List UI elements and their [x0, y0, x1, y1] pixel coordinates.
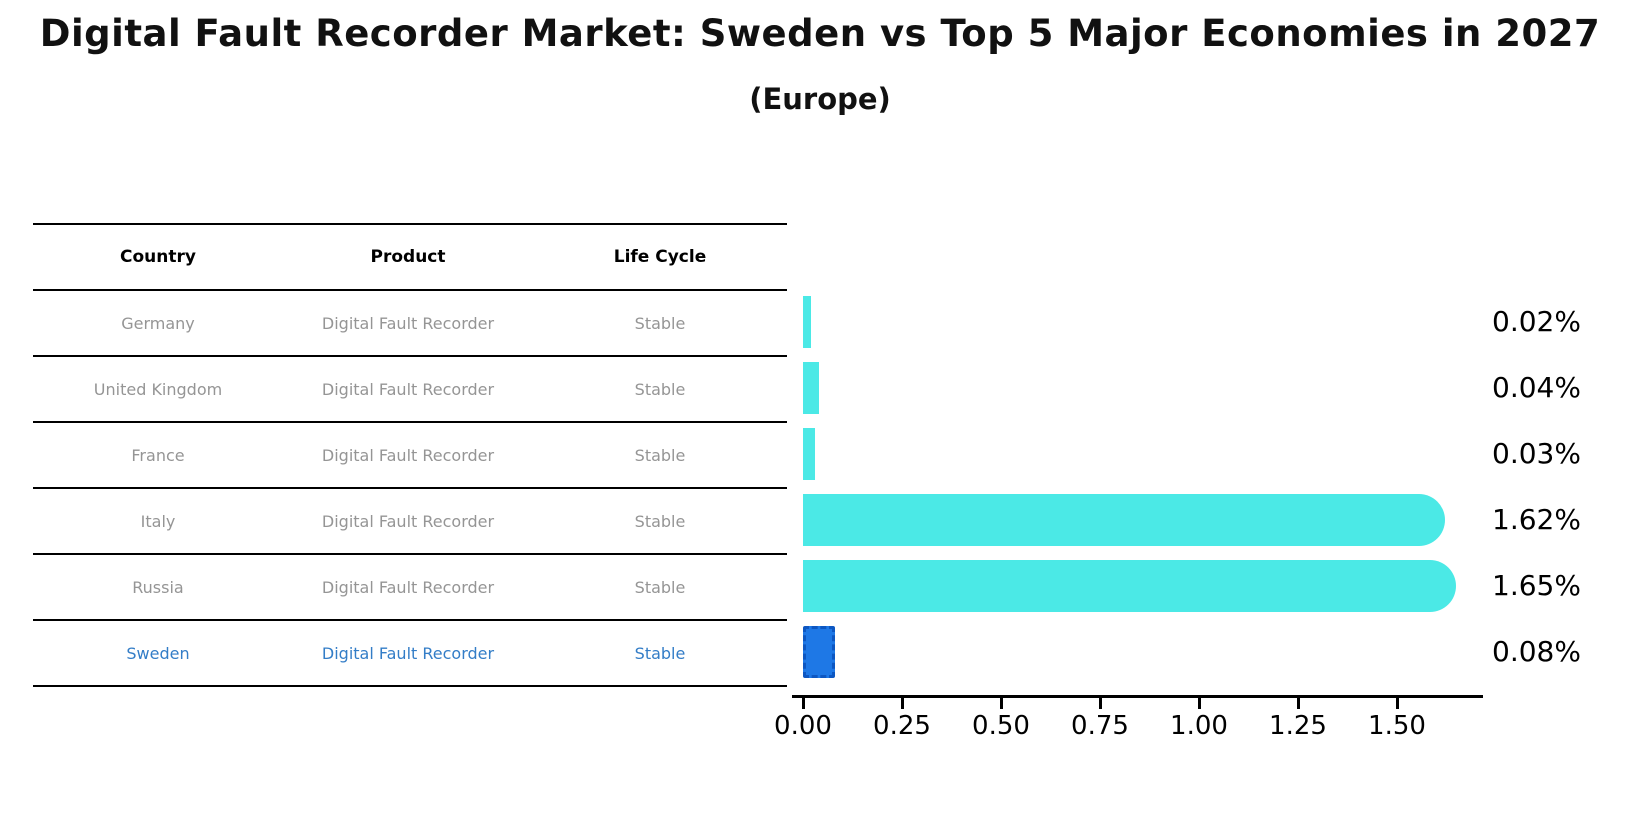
cell-product: Digital Fault Recorder: [321, 643, 495, 663]
bar-sweden: [803, 626, 835, 678]
cell-country: France: [131, 445, 185, 465]
table-row-russia: Russia Digital Fault Recorder Stable: [33, 553, 787, 619]
cell-country: United Kingdom: [93, 379, 223, 399]
x-axis-line: [792, 695, 1483, 698]
cell-product: Digital Fault Recorder: [321, 379, 495, 399]
x-axis-tick: [801, 698, 805, 709]
bar-russia: [803, 560, 1457, 612]
cell-life-cycle: Stable: [634, 445, 686, 465]
chart-title: Digital Fault Recorder Market: Sweden vs…: [39, 12, 1601, 55]
value-label-sweden: 0.08%: [1492, 635, 1581, 668]
x-axis-tick-label: 0.50: [972, 711, 1030, 741]
cell-product: Digital Fault Recorder: [321, 511, 495, 531]
x-axis-tick: [1395, 698, 1399, 709]
x-axis-tick-label: 1.25: [1269, 711, 1327, 741]
chart-subtitle: (Europe): [749, 82, 891, 116]
x-axis-tick-label: 0.75: [1071, 711, 1129, 741]
value-label-italy: 1.62%: [1492, 503, 1581, 536]
cell-life-cycle: Stable: [634, 379, 686, 399]
cell-life-cycle: Stable: [634, 577, 686, 597]
value-label-france: 0.03%: [1492, 437, 1581, 470]
cell-country: Sweden: [126, 643, 190, 663]
x-axis-tick-label: 1.50: [1368, 711, 1426, 741]
table-row-france: France Digital Fault Recorder Stable: [33, 421, 787, 487]
x-axis-tick-label: 1.00: [1170, 711, 1228, 741]
cell-product: Digital Fault Recorder: [321, 313, 495, 333]
bar-united-kingdom: [803, 362, 819, 414]
bar-italy: [803, 494, 1445, 546]
x-axis-tick: [999, 698, 1003, 709]
cell-country: Germany: [121, 313, 195, 333]
x-axis-tick: [1098, 698, 1102, 709]
column-header-product: Product: [370, 247, 446, 267]
table-row-germany: Germany Digital Fault Recorder Stable: [33, 289, 787, 355]
table-row-united-kingdom: United Kingdom Digital Fault Recorder St…: [33, 355, 787, 421]
x-axis-tick-label: 0.00: [774, 711, 832, 741]
x-axis-tick: [1296, 698, 1300, 709]
info-table: Country Product Life Cycle Germany Digit…: [33, 223, 787, 687]
cell-country: Russia: [132, 577, 184, 597]
value-label-russia: 1.65%: [1492, 569, 1581, 602]
cell-product: Digital Fault Recorder: [321, 445, 495, 465]
table-header-row: Country Product Life Cycle: [33, 223, 787, 289]
cell-product: Digital Fault Recorder: [321, 577, 495, 597]
column-header-country: Country: [120, 247, 196, 267]
cell-life-cycle: Stable: [634, 643, 686, 663]
bar-germany: [803, 296, 811, 348]
table-row-italy: Italy Digital Fault Recorder Stable: [33, 487, 787, 553]
value-label-germany: 0.02%: [1492, 305, 1581, 338]
x-axis-tick: [900, 698, 904, 709]
cell-country: Italy: [140, 511, 176, 531]
x-axis-tick: [1197, 698, 1201, 709]
bar-france: [803, 428, 815, 480]
cell-life-cycle: Stable: [634, 313, 686, 333]
value-label-united-kingdom: 0.04%: [1492, 371, 1581, 404]
table-row-sweden: Sweden Digital Fault Recorder Stable: [33, 619, 787, 685]
x-axis-tick-label: 0.25: [873, 711, 931, 741]
column-header-life-cycle: Life Cycle: [613, 247, 707, 267]
cell-life-cycle: Stable: [634, 511, 686, 531]
x-axis-ticks: 0.00 0.25 0.50 0.75 1.00 1.25 1.50: [774, 695, 1503, 745]
